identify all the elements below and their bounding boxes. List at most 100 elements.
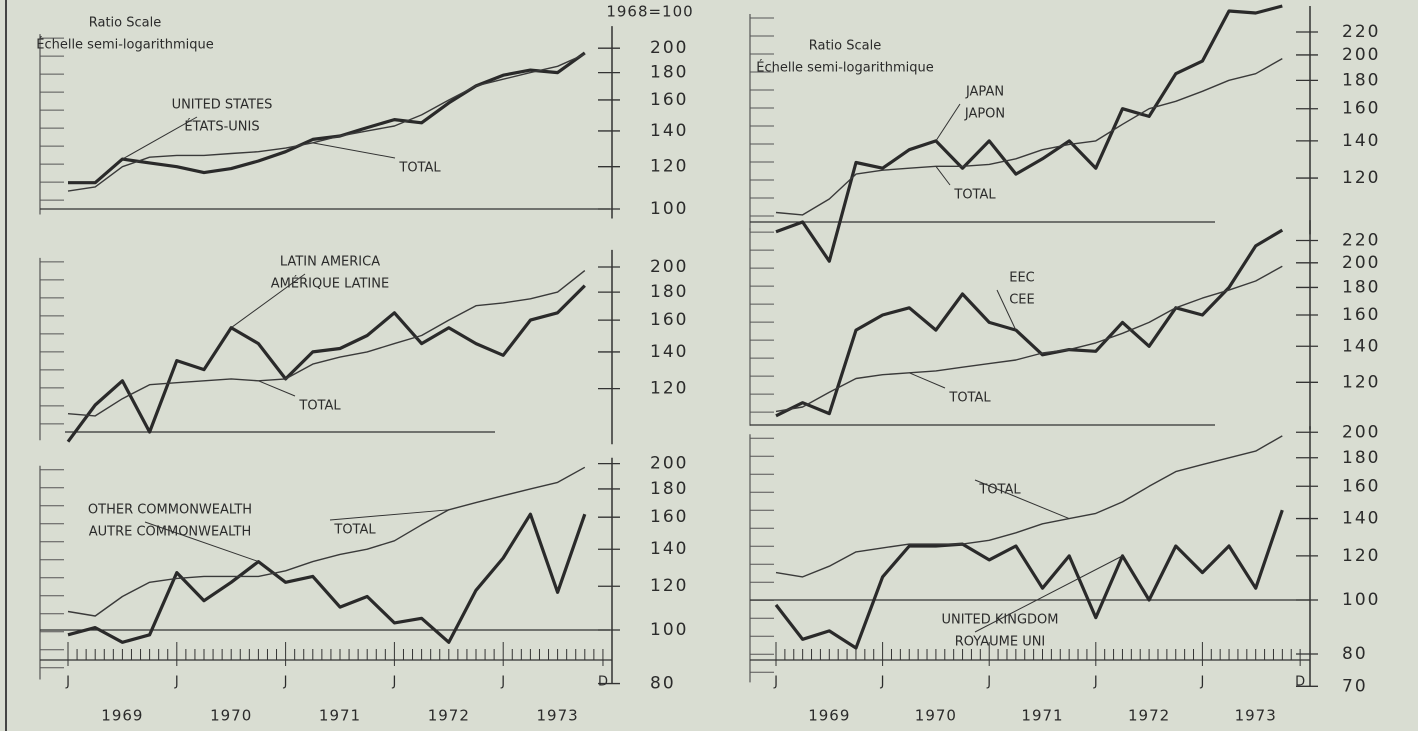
label-leader [974,479,1070,520]
y-tick-label: 120 [650,379,688,399]
y-tick-label: 200 [650,257,688,277]
y-tick-label: 140 [650,121,688,141]
y-tick-label: 200 [650,454,688,474]
y-tick-label: 180 [1342,448,1380,468]
y-tick-label: 120 [650,157,688,177]
year-label: 1970 [915,707,957,725]
y-tick-label: 200 [1342,253,1380,273]
scale-label-fr: Échelle semi-logarithmique [36,37,214,53]
total-line [67,53,586,192]
x-tick-label: J [391,675,396,690]
year-label: 1969 [808,707,850,725]
y-tick-label: 70 [1342,676,1368,696]
series-label: TOTAL [953,188,996,203]
base-note: 1968=100 [606,3,693,21]
y-tick-label: 200 [1342,422,1380,442]
series-label: TOTAL [333,523,376,538]
year-label: 1973 [537,707,579,725]
y-tick-label: 140 [1342,336,1380,356]
y-tick-label: 160 [1342,476,1380,496]
series-label-fr: JAPON [964,107,1005,122]
series-line [67,512,587,644]
series-label: JAPAN [965,85,1004,100]
y-tick-label: 200 [650,38,688,58]
y-tick-label: 180 [1342,277,1380,297]
year-label: 1969 [101,707,143,725]
y-tick-label: 160 [650,90,688,110]
year-label: 1972 [1128,707,1170,725]
y-tick-label: 120 [650,576,688,596]
y-tick-label: 100 [650,199,688,219]
y-tick-label: 100 [650,620,688,640]
y-tick-label: 80 [1342,644,1368,664]
series-line [68,51,586,185]
x-tick-label: J [174,675,179,690]
scale-label-fr: Échelle semi-logarithmique [756,60,934,76]
series-label: TOTAL [298,399,341,414]
series-line [66,284,586,443]
series-line [775,228,1284,418]
series-label: TOTAL [978,483,1021,498]
label-leader [312,142,396,159]
x-tick-label: D [598,675,608,690]
label-leader [935,103,961,142]
series-label-fr: ROYAUME UNI [955,635,1046,650]
scale-label: Ratio Scale [89,16,161,31]
label-leader [230,273,306,329]
y-tick-label: 180 [650,63,688,83]
y-tick-label: 140 [650,539,688,559]
year-label: 1973 [1235,707,1277,725]
series-label: LATIN AMERICA [280,255,380,270]
series-label: UNITED KINGDOM [942,613,1059,628]
y-tick-label: 180 [650,282,688,302]
y-tick-label: 120 [1342,372,1380,392]
x-tick-label: J [880,675,885,690]
x-tick-label: J [65,675,70,690]
series-label: EEC [1009,271,1035,286]
y-tick-label: 80 [650,674,676,694]
label-leader [258,380,296,397]
x-tick-label: J [1093,675,1098,690]
total-line [775,435,1283,578]
y-tick-label: 120 [1342,546,1380,566]
y-tick-label: 220 [1342,22,1380,42]
y-tick-label: 200 [1342,45,1380,65]
series-label: TOTAL [398,161,441,176]
x-tick-label: J [500,675,505,690]
series-label-fr: CEE [1009,293,1035,308]
x-tick-label: J [1199,675,1204,690]
total-line [67,466,586,617]
y-tick-label: 160 [650,310,688,330]
y-tick-label: 140 [650,342,688,362]
x-tick-label: J [773,675,778,690]
x-tick-label: D [1295,675,1305,690]
y-tick-label: 160 [650,507,688,527]
series-label: OTHER COMMONWEALTH [88,503,252,518]
total-line [67,270,586,417]
series-line [774,509,1284,650]
y-tick-label: 180 [650,479,688,499]
series-label-fr: AUTRE COMMONWEALTH [89,525,252,540]
series-label-fr: ÉTATS-UNIS [184,119,259,135]
label-leader [329,509,449,521]
year-label: 1970 [210,707,252,725]
label-leader [935,166,951,186]
y-tick-label: 220 [1342,231,1380,251]
label-leader [144,521,259,563]
y-tick-label: 140 [1342,509,1380,529]
label-leader [122,116,198,160]
total-line [775,57,1283,216]
label-leader [996,289,1017,331]
y-tick-label: 180 [1342,70,1380,90]
label-leader [909,372,946,389]
x-tick-label: J [283,675,288,690]
series-line [775,4,1283,263]
scale-label: Ratio Scale [809,39,881,54]
series-label-fr: AMÉRIQUE LATINE [271,276,389,292]
series-label: TOTAL [948,391,991,406]
y-tick-label: 160 [1342,99,1380,119]
y-tick-label: 140 [1342,131,1380,151]
year-label: 1971 [1021,707,1063,725]
year-label: 1971 [319,707,361,725]
